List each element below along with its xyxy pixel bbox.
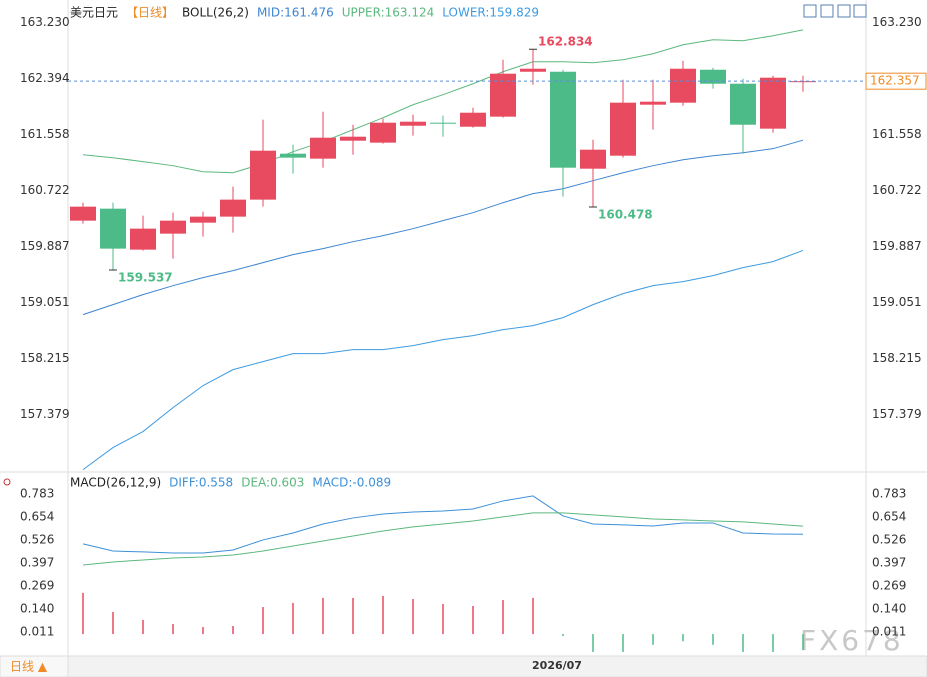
y-tick-label: 162.394 [20,71,70,85]
candle-body [460,112,486,127]
y-tick-label-right: 161.558 [872,127,922,141]
candle-body [100,208,126,249]
candle-body [730,83,756,125]
legend-entry: DEA:0.603 [241,476,304,490]
y-tick-label: 0.397 [20,556,54,570]
candle-body [370,122,396,143]
y-tick-label-right: 0.654 [872,510,906,524]
candle-body [550,71,576,168]
y-tick-label-right: 163.230 [872,15,922,29]
indicator-line [82,249,804,471]
y-tick-label-right: 0.011 [872,625,906,639]
watermark: FX678 [800,624,904,657]
tool-icon[interactable] [853,4,867,18]
last-price-label: 162.357 [870,74,920,88]
indicator-line [82,512,804,566]
candle-body [520,68,546,72]
candle-body [250,150,276,200]
y-tick-label-right: 160.722 [872,183,922,197]
candle-body [760,77,786,129]
tool-icon[interactable] [803,4,817,18]
y-tick-label-right: 159.887 [872,239,922,253]
y-tick-label-right: 0.397 [872,556,906,570]
candle-body [310,137,336,159]
y-tick-label-right: 0.526 [872,532,906,546]
legend-entry: 【日线】 [126,6,174,20]
tool-icon[interactable] [820,4,834,18]
candle-body [670,68,696,103]
indicator-line [82,29,804,174]
settings-icon[interactable] [3,478,11,486]
y-tick-label-right: 159.051 [872,295,922,309]
extreme-label: 162.834 [538,35,593,49]
tool-icon[interactable] [837,4,851,18]
y-tick-label: 163.230 [20,15,70,29]
y-tick-label: 0.140 [20,602,54,616]
period-button[interactable]: 日线 ▲ [10,660,48,674]
y-tick-label-right: 0.140 [872,602,906,616]
legend-entry: MACD:-0.089 [312,476,391,490]
time-axis-bar [0,655,927,677]
y-tick-label: 157.379 [20,407,70,421]
x-tick-label: 2026/07 [532,659,582,672]
candle-body [430,122,456,124]
y-tick-label: 160.722 [20,183,70,197]
y-tick-label: 161.558 [20,127,70,141]
y-tick-label: 159.887 [20,239,70,253]
candle-body [700,69,726,84]
y-tick-label: 0.783 [20,486,54,500]
extreme-label: 160.478 [598,207,653,221]
extreme-label: 159.537 [118,271,173,285]
y-tick-label-right: 0.783 [872,486,906,500]
period-button-box[interactable] [0,655,69,677]
legend-entry: UPPER:163.124 [342,6,434,20]
legend-entry: MID:161.476 [257,6,334,20]
candle-body [220,199,246,217]
candle-body [640,101,666,105]
candle-body [340,136,366,141]
y-tick-label-right: 158.215 [872,351,922,365]
y-tick-label: 0.654 [20,510,54,524]
candle-body [70,206,96,221]
indicator-line [82,139,804,316]
legend-entry: MACD(26,12,9) [70,476,161,490]
y-tick-label: 0.269 [20,578,54,592]
toolbar [803,4,867,18]
indicator-line [82,495,804,554]
y-tick-label-right: 157.379 [872,407,922,421]
candle-body [610,102,636,156]
candle-body [160,220,186,234]
y-tick-label: 159.051 [20,295,70,309]
candle-body [130,228,156,250]
legend-entry: LOWER:159.829 [442,6,539,20]
legend-entry: DIFF:0.558 [169,476,233,490]
candle-body [280,153,306,158]
y-tick-label: 0.526 [20,532,54,546]
y-tick-label: 158.215 [20,351,70,365]
y-tick-label-right: 0.269 [872,578,906,592]
last-price-box [865,72,927,90]
legend-entry: BOLL(26,2) [182,6,249,20]
legend-entry: 美元日元 [70,6,118,20]
candle-body [580,149,606,169]
candle-body [400,121,426,126]
candle-body [190,216,216,223]
y-tick-label: 0.011 [20,625,54,639]
candle-body [490,73,516,117]
